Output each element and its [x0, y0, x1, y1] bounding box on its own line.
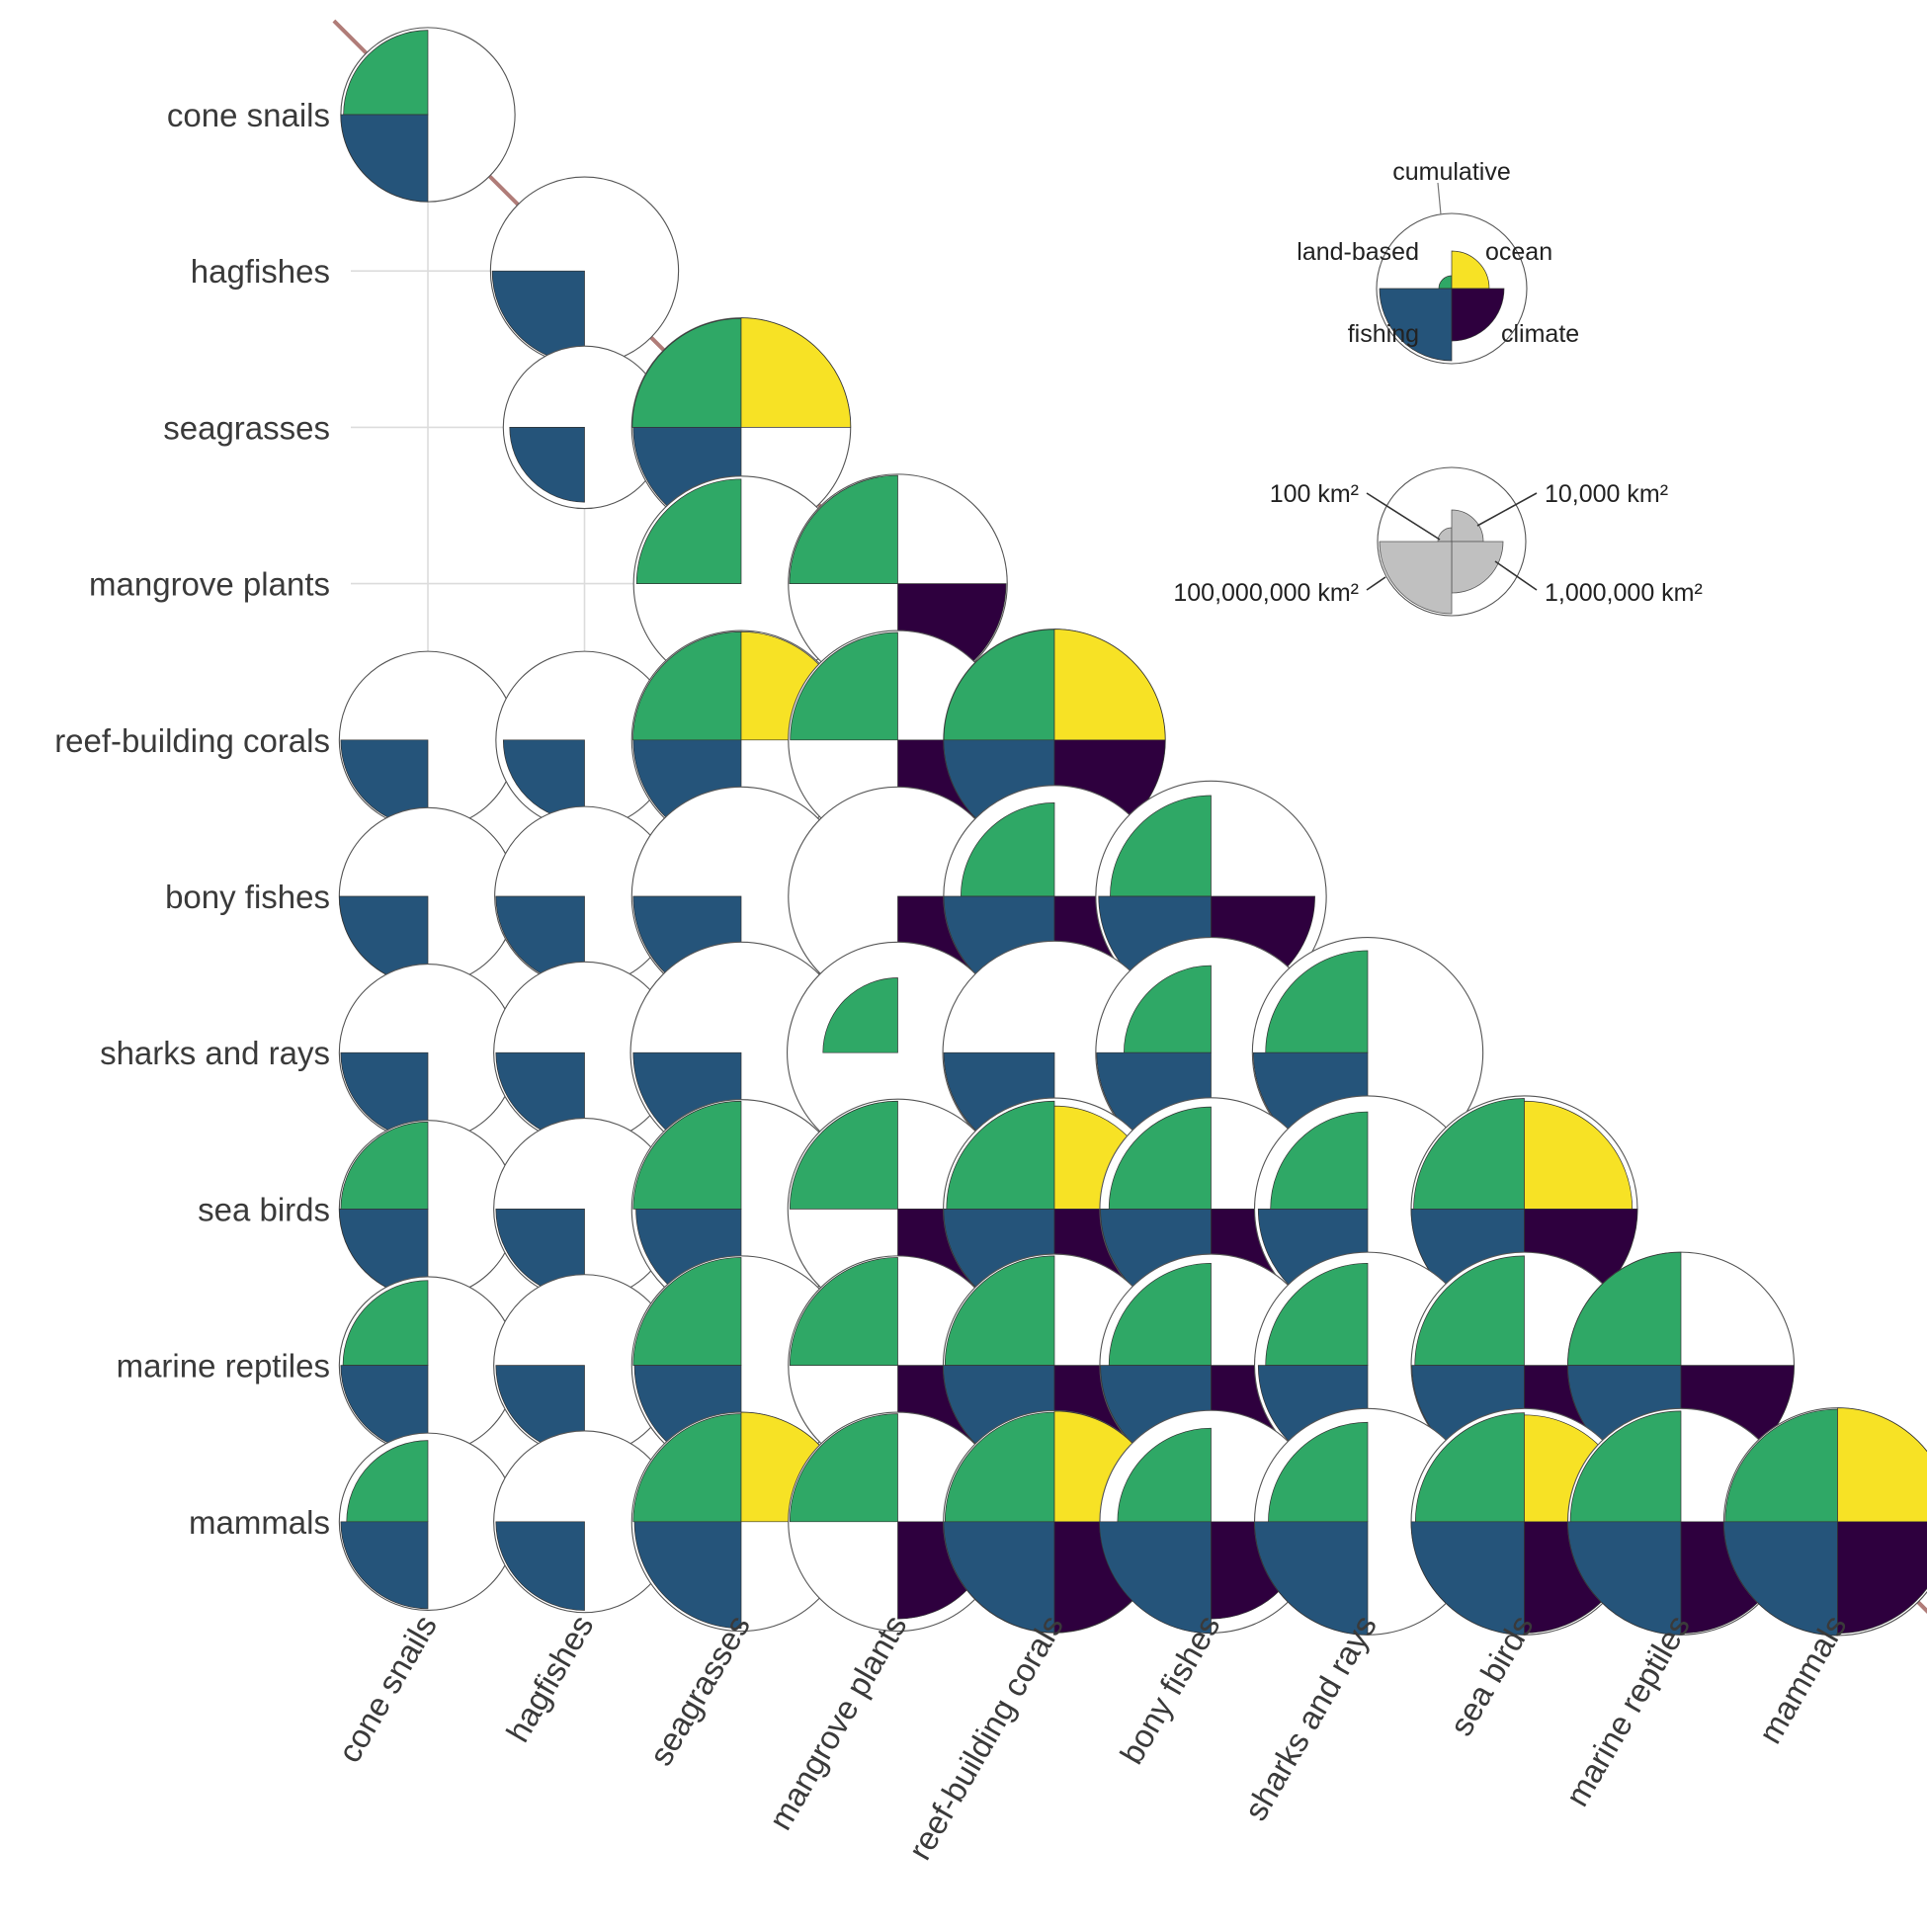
ocean-wedge	[1525, 1101, 1633, 1209]
row-label-sharks-and-rays: sharks and rays	[100, 1035, 330, 1071]
cell-hagfishes-x-hagfishes	[490, 177, 678, 365]
size-legend: 100 km² 10,000 km² 1,000,000 km² 100,000,00…	[1173, 467, 1702, 616]
row-label-mangrove-plants: mangrove plants	[89, 566, 330, 603]
column-label-bony-fishes: bony fishes	[1113, 1609, 1227, 1770]
land-based-wedge	[343, 1281, 428, 1366]
ocean-wedge	[1838, 1408, 1927, 1522]
cell-sea-birds-x-cone-snails	[339, 1121, 516, 1298]
climate-wedge	[1838, 1522, 1927, 1634]
column-label-cone-snails: cone snails	[330, 1609, 444, 1768]
legend-label-fishing: fishing	[1348, 320, 1419, 348]
ocean-wedge	[741, 318, 851, 428]
land-based-wedge	[633, 1257, 741, 1365]
fishing-wedge	[496, 1522, 585, 1611]
size-legend-leader-3	[1367, 577, 1385, 590]
cell-cone-snails-x-cone-snails	[341, 28, 515, 202]
size-legend-label-2: 1,000,000 km²	[1545, 579, 1703, 607]
category-legend: cumulative land-based ocean fishing climate	[1297, 158, 1579, 364]
legend-cumulative-leader	[1438, 183, 1441, 214]
legend-label-land-based: land-based	[1297, 238, 1419, 266]
legend-label-ocean: ocean	[1485, 238, 1552, 266]
row-label-reef-building-corals: reef-building corals	[54, 722, 330, 759]
fishing-wedge	[341, 115, 428, 202]
column-label-mangrove-plants: mangrove plants	[762, 1609, 914, 1836]
cell-reef-building-corals-x-cone-snails	[339, 651, 516, 828]
row-label-marine-reptiles: marine reptiles	[117, 1348, 330, 1385]
land-based-wedge	[633, 1101, 741, 1209]
cell-mammals-x-cone-snails	[339, 1433, 516, 1610]
cell-marine-reptiles-x-cone-snails	[339, 1277, 516, 1454]
column-label-seagrasses: seagrasses	[642, 1609, 757, 1772]
size-legend-label-3: 100,000,000 km²	[1173, 579, 1359, 607]
land-based-wedge	[633, 1414, 741, 1522]
land-based-wedge	[632, 631, 741, 740]
land-based-wedge	[341, 1122, 428, 1209]
legend-label-climate: climate	[1501, 320, 1579, 348]
legend-label-cumulative: cumulative	[1392, 158, 1511, 186]
size-legend-label-1: 10,000 km²	[1545, 480, 1668, 508]
column-label-sharks-and-rays: sharks and rays	[1237, 1609, 1384, 1826]
size-legend-label-0: 100 km²	[1270, 480, 1359, 508]
cell-bony-fishes-x-cone-snails	[339, 807, 516, 984]
row-label-hagfishes: hagfishes	[191, 253, 330, 290]
land-based-wedge	[636, 479, 741, 584]
column-label-marine-reptiles: marine reptiles	[1558, 1609, 1697, 1812]
cell-sharks-and-rays-x-cone-snails	[339, 965, 516, 1141]
fishing-wedge	[341, 1522, 428, 1609]
row-label-cone-snails: cone snails	[167, 97, 330, 133]
row-labels: cone snails hagfishes seagrasses mangrove p…	[54, 97, 330, 1541]
ocean-wedge	[1054, 630, 1165, 740]
row-label-sea-birds: sea birds	[198, 1191, 330, 1227]
row-label-seagrasses: seagrasses	[163, 409, 330, 446]
row-label-bony-fishes: bony fishes	[165, 879, 330, 915]
size-legend-wedge-3	[1380, 542, 1452, 614]
row-label-mammals: mammals	[189, 1504, 330, 1541]
column-label-hagfishes: hagfishes	[499, 1609, 601, 1748]
column-label-reef-building-corals: reef-building corals	[901, 1609, 1070, 1866]
land-based-wedge	[347, 1441, 428, 1522]
fishing-wedge	[510, 427, 585, 502]
cell-glyphs	[339, 28, 1927, 1636]
